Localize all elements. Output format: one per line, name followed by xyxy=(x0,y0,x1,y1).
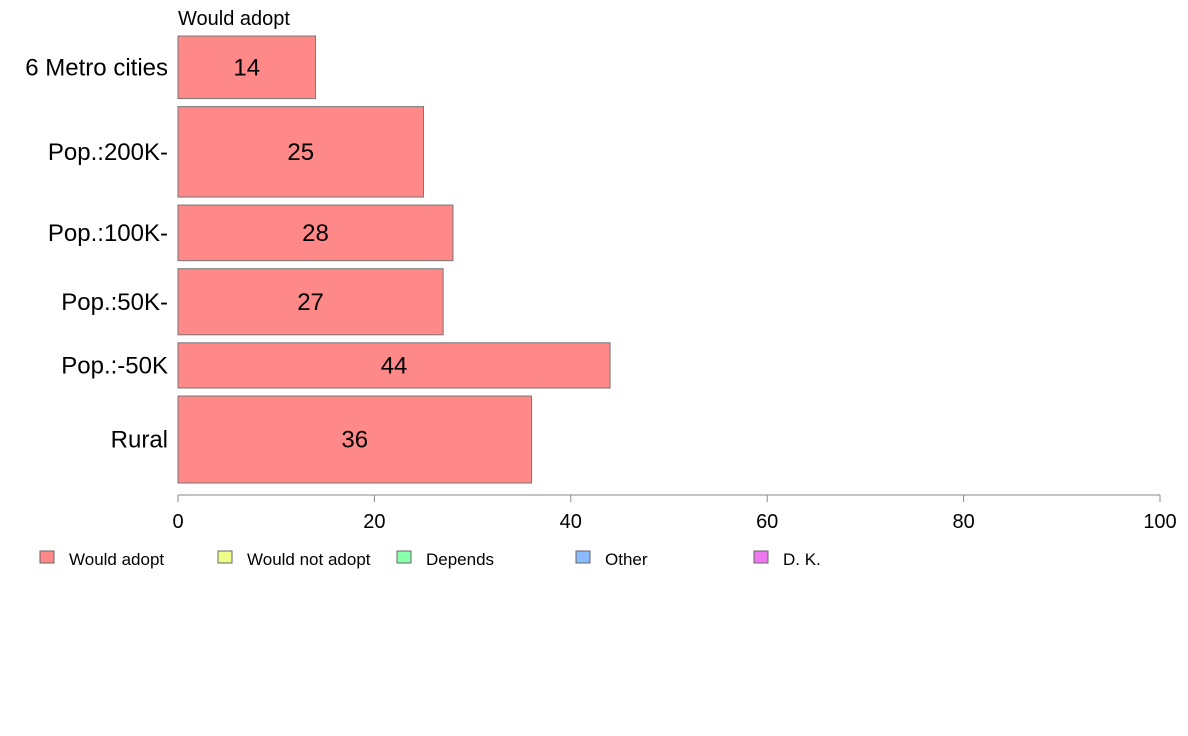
legend-label: Other xyxy=(605,550,648,569)
bar xyxy=(177,106,424,198)
x-tick-label: 20 xyxy=(363,511,385,533)
bar xyxy=(177,395,533,484)
bar xyxy=(177,342,611,389)
category-label: Pop.:100K- xyxy=(48,220,168,247)
bar xyxy=(177,204,454,262)
bar-value-label: 36 xyxy=(341,427,368,454)
bar-value-label: 25 xyxy=(287,139,314,166)
x-tick-label: 80 xyxy=(952,511,974,533)
x-tick-label: 60 xyxy=(756,511,778,533)
legend-label: Depends xyxy=(426,550,494,569)
bar xyxy=(177,35,316,100)
legend-label: Would not adopt xyxy=(247,550,371,569)
category-label: Pop.:-50K xyxy=(61,352,168,379)
legend-swatch xyxy=(217,550,233,564)
legend: Would adopt Would not adopt Depends Other D.… xyxy=(39,550,821,569)
legend-swatch xyxy=(396,550,412,564)
bar-value-label: 14 xyxy=(233,54,260,81)
bar xyxy=(177,268,444,336)
legend-swatch xyxy=(753,550,769,564)
x-tick-label: 100 xyxy=(1143,511,1176,533)
category-label: Rural xyxy=(111,427,168,454)
legend-swatch xyxy=(575,550,591,564)
bar-value-label: 28 xyxy=(302,220,329,247)
x-tick-label: 40 xyxy=(560,511,582,533)
category-label: Pop.:200K- xyxy=(48,139,168,166)
bars: 14 6 Metro cities 25 Pop.:200K- 28 Pop.:100K-… xyxy=(25,35,611,484)
x-tick-label: 0 xyxy=(172,511,183,533)
category-label: Pop.:50K- xyxy=(61,289,168,316)
panel-title: Would adopt xyxy=(178,8,290,30)
x-axis: 0 20 40 60 80 100 xyxy=(172,494,1177,533)
legend-swatch xyxy=(39,550,55,564)
bar-value-label: 27 xyxy=(297,289,324,316)
legend-label: D. K. xyxy=(783,550,821,569)
bar-value-label: 44 xyxy=(381,352,408,379)
legend-label: Would adopt xyxy=(69,550,164,569)
category-label: 6 Metro cities xyxy=(25,54,168,81)
